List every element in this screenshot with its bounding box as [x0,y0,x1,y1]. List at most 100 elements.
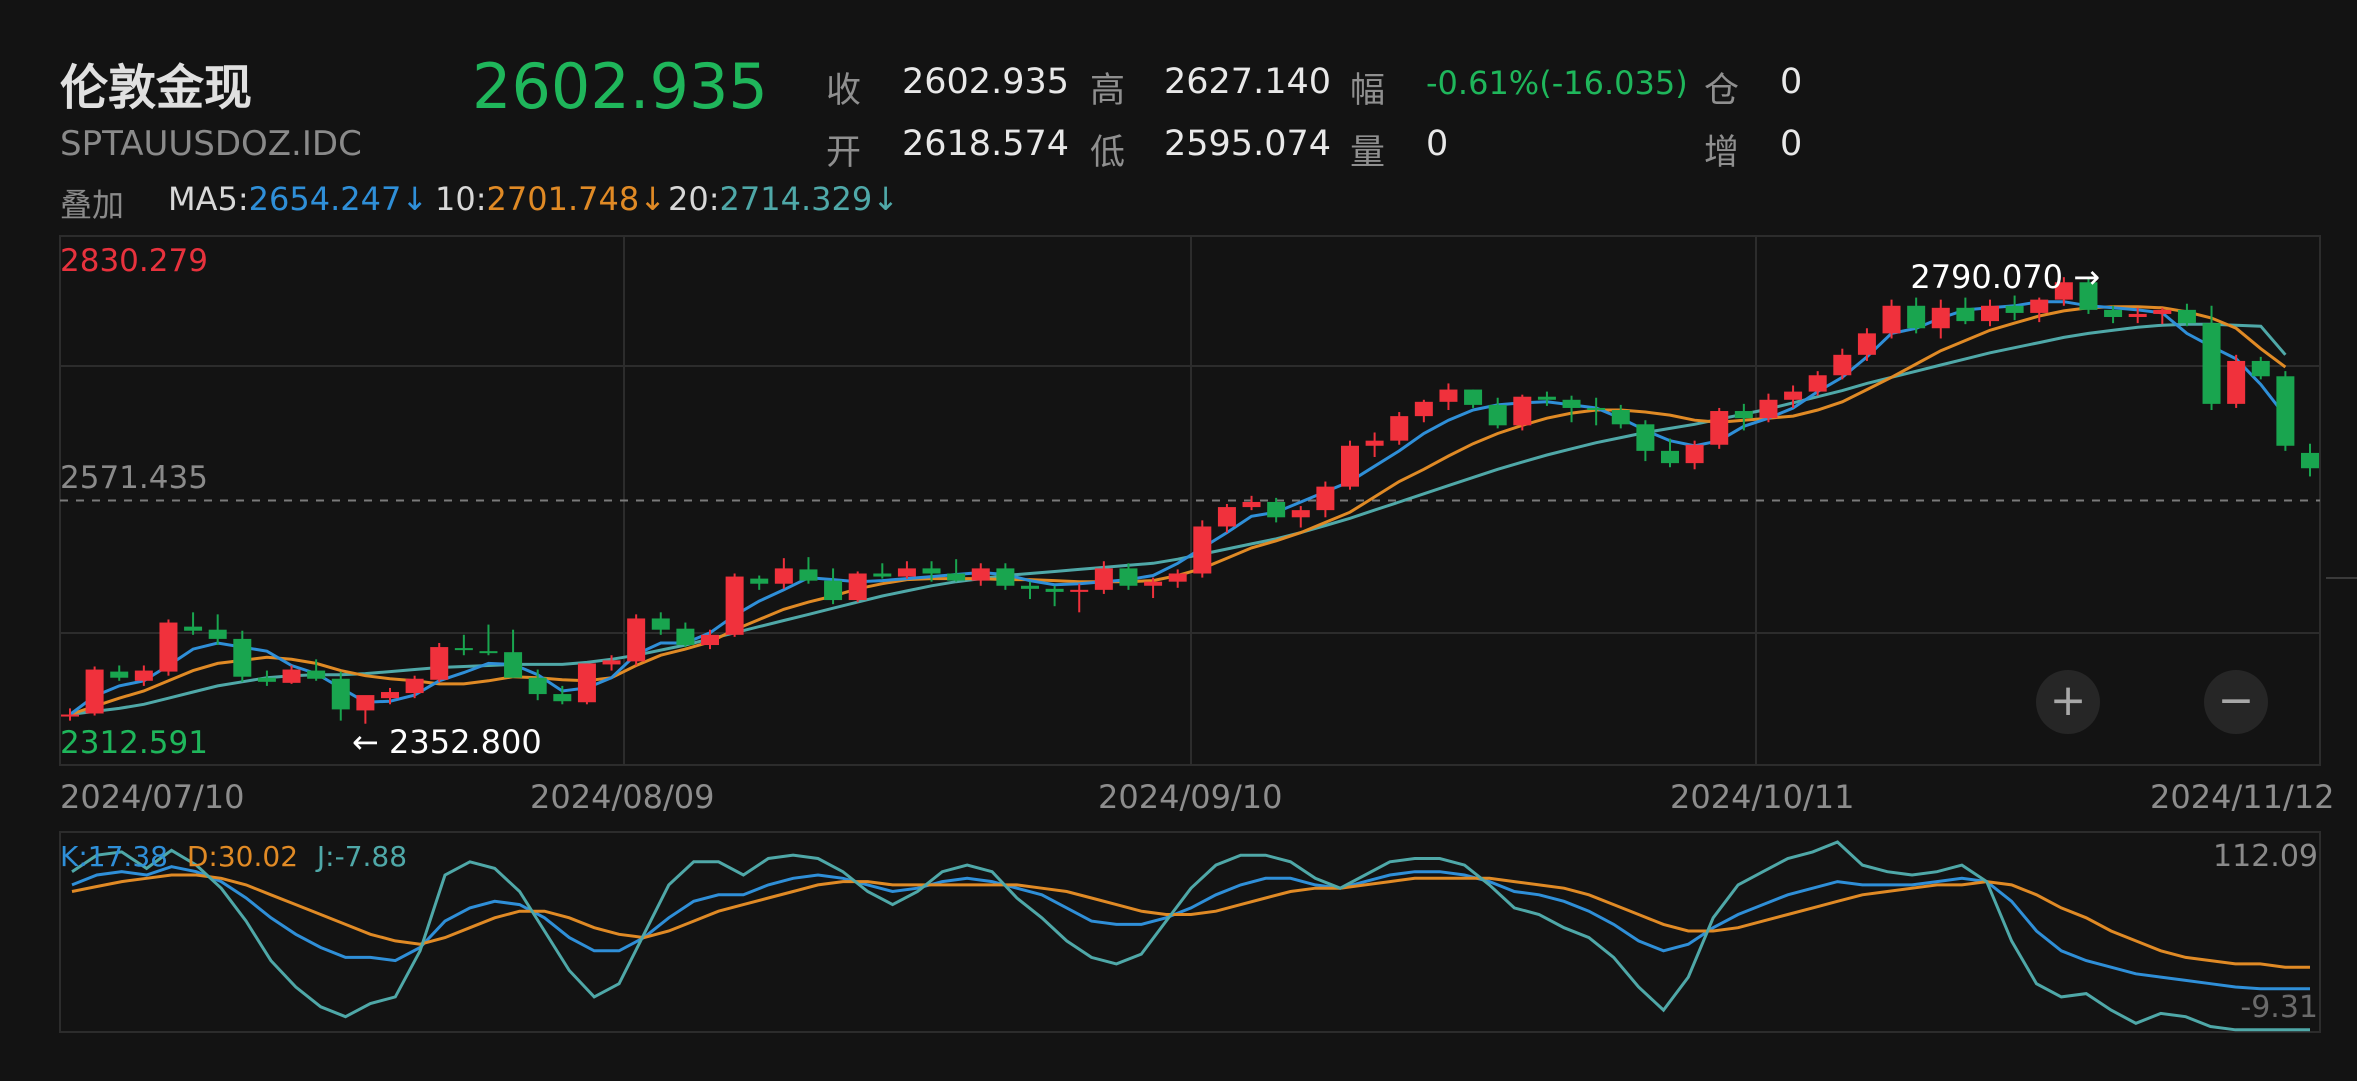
candle [725,573,744,637]
position-value: 0 [1780,62,1803,102]
candle [1636,420,1655,462]
candle [1537,391,1556,406]
candle [873,563,892,579]
candle [1513,394,1532,431]
candle [2054,277,2073,306]
increase-value: 0 [1780,124,1803,164]
high-annotation: 2790.070 → [1910,258,2100,296]
ma20-arrow-icon: ↓ [872,180,899,218]
zoom-in-button[interactable]: + [2036,670,2100,734]
close-value: 2602.935 [902,62,1070,102]
candle [1956,297,1975,325]
change-value: -0.61%(-16.035) [1426,64,1688,102]
instrument-code: SPTAUUSDOZ.IDC [60,124,362,164]
candle [1291,506,1310,528]
candle [577,663,596,705]
candle [701,629,719,650]
y-min-label: 2312.591 [60,725,208,761]
low-value: 2595.074 [1164,124,1332,164]
ma5-series [69,300,2287,716]
candle [1907,297,1926,334]
candle [1661,438,1679,468]
candle [134,665,153,686]
candle [257,670,276,686]
candle [1611,404,1630,429]
candlestick-chart[interactable]: 2830.279 2312.591 2571.435 2790.070 → ← 2… [0,0,2357,780]
kdj-legend-k: K:17.38 [60,840,168,873]
candle [2301,443,2319,477]
candle [1217,504,1236,533]
candle [110,665,129,681]
ma10-label: 10 [435,180,476,218]
candle [1193,520,1212,578]
candle [1784,385,1803,408]
ma20-line [69,322,2287,716]
volume-label: 量 [1350,133,1386,173]
candle [1267,497,1286,523]
candle [1931,299,1950,339]
candle [1857,328,1876,361]
instrument-title: 伦敦金现 [60,60,253,116]
candle [799,557,818,584]
ma20-label: 20 [668,180,709,218]
candle [971,563,990,586]
ma5-line [69,300,2287,716]
overlay-button[interactable]: 叠加 [60,186,125,224]
ma20-series [69,322,2287,716]
candle [208,614,227,646]
candle [1021,581,1039,600]
candle [553,685,572,705]
high-value: 2627.140 [1164,62,1332,102]
candle [947,559,966,582]
ma10-value: 2701.748 [486,180,640,218]
open-label: 开 [826,133,862,173]
date-label: 2024/11/12 [2150,778,2335,816]
candle [1439,383,1458,410]
candle [1414,399,1433,423]
date-label: 2024/10/11 [1670,778,1855,816]
candle [2153,307,2172,325]
candle [405,675,424,699]
ma20-value: 2714.329 [719,180,873,218]
candle [1242,495,1261,511]
ma10-arrow-icon: ↓ [639,180,666,218]
candle [2251,356,2270,380]
candle [1390,412,1409,445]
candle [1365,432,1384,458]
current-price: 2602.935 [472,50,768,123]
kdj-frame [59,831,2321,1033]
candle [1562,395,1581,423]
ma5-value: 2654.247 [248,180,402,218]
y-max-label: 2830.279 [60,243,208,279]
candle [651,612,670,635]
kdj-d-series [71,873,2310,969]
low-label: 低 [1090,133,1126,173]
candle [2079,277,2098,314]
candle [1341,440,1359,490]
candle [479,624,498,656]
chart-grid [59,235,2357,766]
date-label: 2024/07/10 [60,778,245,816]
candle [1734,403,1753,431]
candle [1833,348,1852,380]
kdj-lines [71,840,2310,1032]
position-label: 仓 [1704,71,1740,111]
candle [1045,585,1064,607]
zoom-out-button[interactable]: − [2204,670,2268,734]
candle [356,695,375,724]
kdj-y-max-label: 112.09 [2213,839,2318,874]
candle [430,642,449,682]
high-label: 高 [1090,71,1126,111]
candle [331,671,350,721]
candle [307,659,326,681]
date-label: 2024/08/09 [530,778,715,816]
candle [627,614,646,666]
candle [233,630,252,682]
candle [2128,307,2147,324]
ma10-line [69,305,2287,716]
kdj-j-series [71,840,2310,1032]
kdj-k-series [71,865,2310,991]
candle [996,563,1015,590]
kdj-y-min-label: -9.31 [2240,990,2318,1025]
candle [1464,389,1483,408]
